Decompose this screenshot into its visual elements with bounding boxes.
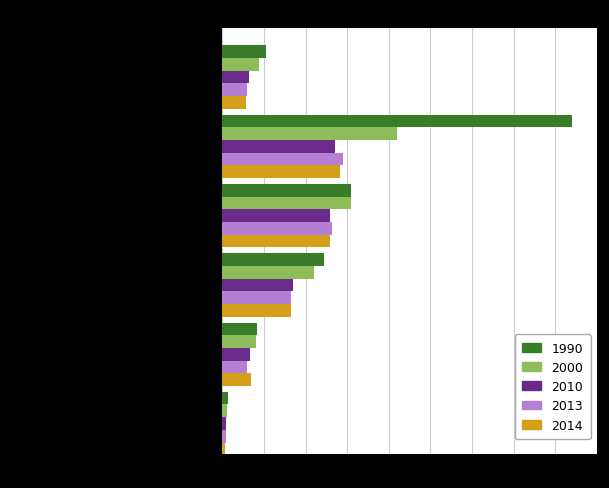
Bar	[222, 46, 266, 59]
Bar	[222, 153, 343, 166]
Bar	[222, 254, 324, 266]
Bar	[222, 72, 249, 84]
Bar	[222, 361, 247, 373]
Bar	[222, 348, 250, 361]
Bar	[222, 184, 351, 197]
Bar	[222, 116, 572, 128]
Bar	[222, 279, 293, 292]
Bar	[222, 405, 227, 417]
Bar	[222, 392, 228, 405]
Bar	[222, 305, 290, 317]
Bar	[222, 210, 331, 223]
Bar	[222, 84, 247, 97]
Bar	[222, 235, 331, 248]
Bar	[222, 292, 290, 305]
Bar	[222, 417, 225, 430]
Legend: 1990, 2000, 2010, 2013, 2014: 1990, 2000, 2010, 2013, 2014	[515, 334, 591, 439]
Bar	[222, 128, 397, 141]
Bar	[222, 197, 351, 210]
Bar	[222, 59, 259, 72]
Bar	[222, 166, 340, 179]
Bar	[222, 323, 257, 336]
Bar	[222, 336, 256, 348]
Bar	[222, 373, 252, 386]
Bar	[222, 223, 332, 235]
Bar	[222, 266, 314, 279]
Bar	[222, 97, 247, 110]
Bar	[222, 443, 225, 455]
Bar	[222, 141, 334, 153]
Bar	[222, 430, 225, 443]
